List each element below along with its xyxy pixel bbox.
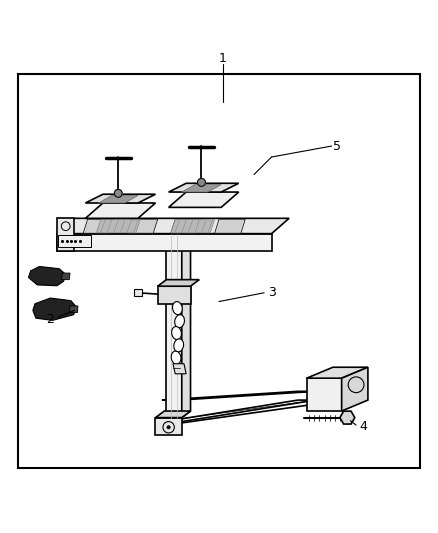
Polygon shape bbox=[215, 219, 245, 233]
Polygon shape bbox=[155, 411, 191, 418]
Polygon shape bbox=[171, 219, 201, 233]
FancyBboxPatch shape bbox=[18, 74, 420, 468]
Polygon shape bbox=[158, 280, 199, 286]
Polygon shape bbox=[28, 266, 66, 286]
Ellipse shape bbox=[171, 351, 181, 364]
Text: 5: 5 bbox=[333, 140, 341, 152]
Polygon shape bbox=[85, 203, 155, 219]
Polygon shape bbox=[162, 391, 315, 400]
Polygon shape bbox=[173, 364, 186, 374]
Polygon shape bbox=[307, 378, 342, 411]
Text: 4: 4 bbox=[360, 420, 367, 433]
Ellipse shape bbox=[175, 314, 184, 328]
Polygon shape bbox=[127, 219, 158, 233]
Circle shape bbox=[198, 179, 205, 187]
Ellipse shape bbox=[174, 339, 184, 352]
Polygon shape bbox=[96, 220, 140, 233]
Polygon shape bbox=[61, 273, 70, 280]
Polygon shape bbox=[57, 233, 272, 251]
Polygon shape bbox=[162, 400, 315, 422]
Polygon shape bbox=[57, 219, 289, 233]
Circle shape bbox=[114, 189, 122, 197]
Polygon shape bbox=[307, 367, 368, 378]
Polygon shape bbox=[169, 192, 239, 207]
Polygon shape bbox=[340, 411, 355, 424]
Polygon shape bbox=[83, 219, 114, 233]
Polygon shape bbox=[134, 289, 142, 296]
Polygon shape bbox=[158, 286, 191, 304]
Polygon shape bbox=[99, 196, 138, 203]
Polygon shape bbox=[169, 183, 239, 192]
Ellipse shape bbox=[172, 327, 181, 340]
Polygon shape bbox=[57, 219, 74, 251]
Text: 3: 3 bbox=[268, 286, 276, 300]
Text: 2: 2 bbox=[46, 312, 54, 326]
Text: 1: 1 bbox=[219, 52, 226, 66]
Polygon shape bbox=[155, 418, 182, 435]
Ellipse shape bbox=[173, 302, 182, 314]
Polygon shape bbox=[171, 220, 215, 233]
Polygon shape bbox=[166, 233, 182, 418]
Polygon shape bbox=[182, 184, 221, 192]
Circle shape bbox=[167, 426, 170, 429]
Polygon shape bbox=[342, 367, 368, 411]
FancyBboxPatch shape bbox=[58, 235, 91, 247]
Polygon shape bbox=[85, 194, 155, 203]
Polygon shape bbox=[33, 298, 77, 320]
Polygon shape bbox=[182, 227, 191, 418]
Polygon shape bbox=[69, 306, 78, 312]
